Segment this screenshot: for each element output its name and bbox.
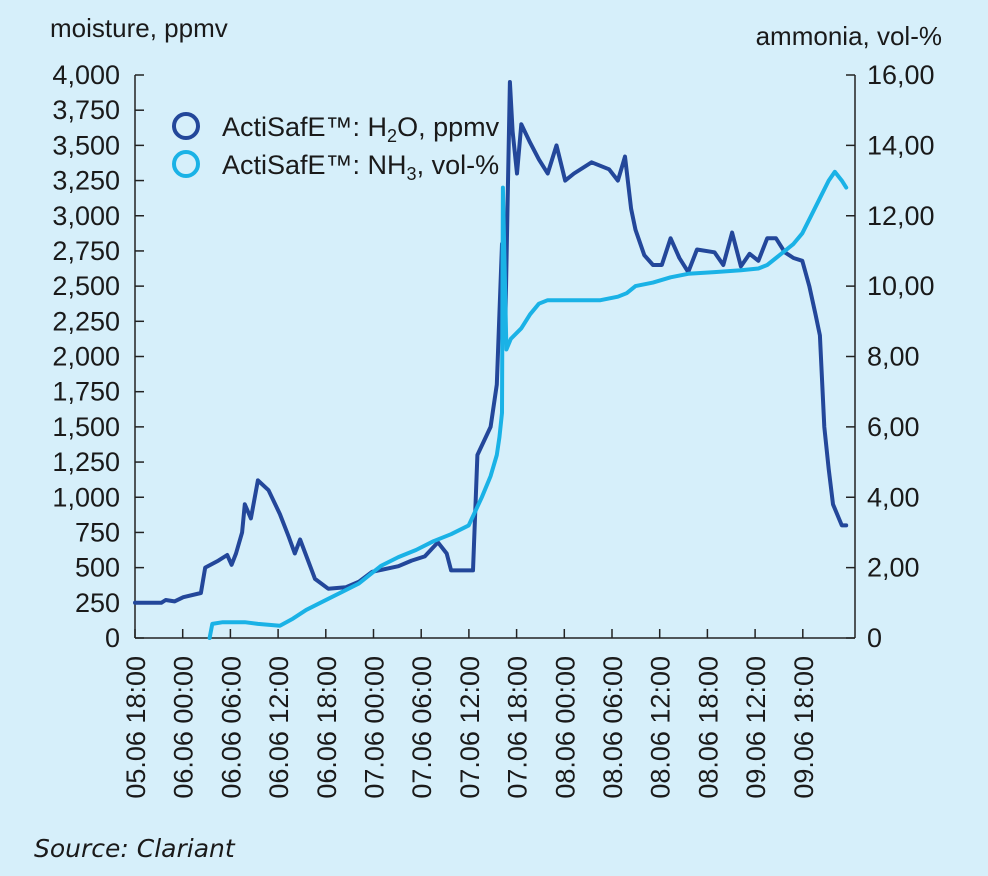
left-tick-label: 750 bbox=[75, 517, 120, 547]
left-tick-label: 3,500 bbox=[52, 130, 120, 160]
right-tick-label: 16,00 bbox=[867, 60, 935, 90]
left-tick-label: 500 bbox=[75, 553, 120, 583]
series-line-nh3 bbox=[207, 169, 849, 640]
left-tick-label: 4,000 bbox=[52, 60, 120, 90]
left-tick-label: 3,750 bbox=[52, 95, 120, 125]
series-line-h2o bbox=[133, 80, 849, 605]
left-tick-label: 2,250 bbox=[52, 306, 120, 336]
left-tick-label: 0 bbox=[105, 623, 120, 653]
x-tick-label: 06.06 18:00 bbox=[312, 656, 342, 799]
legend-label-nh3: ActiSafE™: NH3, vol-% bbox=[222, 150, 499, 184]
right-tick-label: 6,00 bbox=[867, 412, 920, 442]
x-tick-label: 08.06 00:00 bbox=[550, 656, 580, 799]
legend-marker-nh3 bbox=[172, 150, 200, 178]
left-tick-label: 1,750 bbox=[52, 377, 120, 407]
x-tick-label: 06.06 00:00 bbox=[169, 656, 199, 799]
left-tick-label: 2,500 bbox=[52, 271, 120, 301]
x-tick-label: 07.06 12:00 bbox=[455, 656, 485, 799]
x-tick-label: 09.06 18:00 bbox=[789, 656, 819, 799]
x-tick-label: 08.06 12:00 bbox=[646, 656, 676, 799]
source-note: Source: Clariant bbox=[34, 834, 235, 863]
left-tick-label: 2,750 bbox=[52, 236, 120, 266]
legend-marker-h2o bbox=[172, 112, 200, 140]
x-axis-ticks: 05.06 18:00 06.06 00:00 06.06 06:00 06.06 1… bbox=[121, 629, 819, 799]
x-tick-label: 08.06 06:00 bbox=[598, 656, 628, 799]
right-tick-label: 12,00 bbox=[867, 201, 935, 231]
left-tick-label: 3,000 bbox=[52, 201, 120, 231]
x-tick-label: 08.06 18:00 bbox=[693, 656, 723, 799]
right-tick-label: 14,00 bbox=[867, 130, 935, 160]
x-tick-label: 05.06 18:00 bbox=[121, 656, 151, 799]
x-tick-label: 07.06 00:00 bbox=[360, 656, 390, 799]
right-axis-ticks: 0 2,00 4,00 6,00 8,00 10,00 12,00 14,00 16,00 bbox=[846, 60, 935, 653]
left-tick-label: 2,000 bbox=[52, 342, 120, 372]
x-tick-label: 07.06 06:00 bbox=[407, 656, 437, 799]
x-tick-label: 06.06 06:00 bbox=[216, 656, 246, 799]
right-axis-title: ammonia, vol-% bbox=[756, 21, 942, 51]
left-tick-label: 1,250 bbox=[52, 447, 120, 477]
left-axis-title: moisture, ppmv bbox=[50, 13, 228, 43]
right-tick-label: 10,00 bbox=[867, 271, 935, 301]
x-tick-label: 07.06 18:00 bbox=[503, 656, 533, 799]
legend: ActiSafE™: H2O, ppmv ActiSafE™: NH3, vol-… bbox=[172, 112, 500, 184]
right-tick-label: 2,00 bbox=[867, 553, 920, 583]
right-tick-label: 0 bbox=[867, 623, 882, 653]
left-tick-label: 1,500 bbox=[52, 412, 120, 442]
left-axis-ticks: 0 250 500 750 1,000 1,250 1,500 1,750 2,000 2,250… bbox=[52, 60, 144, 653]
left-tick-label: 1,000 bbox=[52, 482, 120, 512]
series-layer bbox=[133, 80, 849, 640]
x-tick-label: 09.06 12:00 bbox=[741, 656, 771, 799]
right-tick-label: 8,00 bbox=[867, 342, 920, 372]
right-tick-label: 4,00 bbox=[867, 482, 920, 512]
legend-label-h2o: ActiSafE™: H2O, ppmv bbox=[222, 112, 500, 146]
left-tick-label: 3,250 bbox=[52, 166, 120, 196]
x-tick-label: 06.06 12:00 bbox=[264, 656, 294, 799]
left-tick-label: 250 bbox=[75, 588, 120, 618]
